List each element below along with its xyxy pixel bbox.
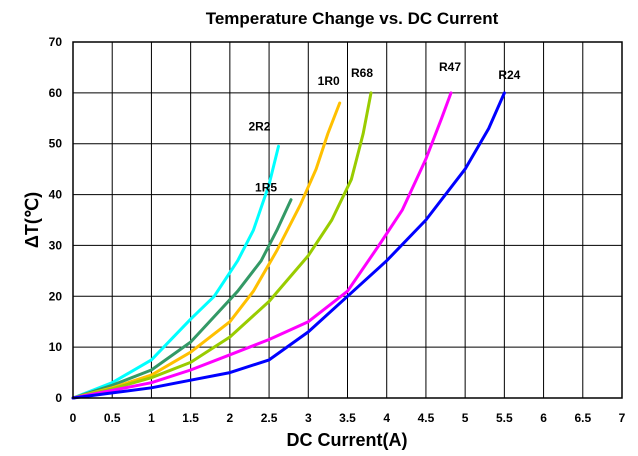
x-tick-label: 6.5 xyxy=(574,411,591,425)
y-tick-label: 50 xyxy=(49,137,63,151)
y-tick-labels: 0 10 20 30 40 50 60 70 xyxy=(49,35,63,405)
plot-border xyxy=(72,41,623,399)
series-line-r68 xyxy=(71,91,373,400)
series-label-1r5: 1R5 xyxy=(255,181,277,195)
series-line-r24 xyxy=(71,91,506,400)
x-tick-label: 0.5 xyxy=(104,411,121,425)
x-tick-label: 5 xyxy=(462,411,469,425)
chart-title: Temperature Change vs. DC Current xyxy=(206,9,499,28)
x-tick-label: 4.5 xyxy=(418,411,435,425)
y-tick-label: 70 xyxy=(49,35,63,49)
x-tick-label: 4 xyxy=(383,411,390,425)
y-tick-label: 60 xyxy=(49,86,63,100)
series-line-2r2 xyxy=(71,144,280,400)
x-tick-label: 3 xyxy=(305,411,312,425)
x-axis-title: DC Current(A) xyxy=(287,430,408,450)
x-tick-label: 2 xyxy=(227,411,234,425)
series-line-1r5 xyxy=(71,198,293,400)
x-tick-label: 2.5 xyxy=(261,411,278,425)
x-tick-labels: 0 0.5 1 1.5 2 2.5 3 3.5 4 4.5 5 5.5 6 6.5 7 xyxy=(70,411,626,425)
series-label-r47: R47 xyxy=(439,60,461,74)
series-label-r24: R24 xyxy=(498,68,520,82)
y-tick-label: 20 xyxy=(49,289,63,303)
y-axis-title: ΔT(℃) xyxy=(22,192,42,248)
x-tick-label: 7 xyxy=(619,411,626,425)
x-tick-label: 1 xyxy=(148,411,155,425)
x-tick-label: 6 xyxy=(540,411,547,425)
y-tick-label: 40 xyxy=(49,188,63,202)
series-line-r47 xyxy=(71,91,453,400)
series-label-r68: R68 xyxy=(351,66,373,80)
y-tick-label: 30 xyxy=(49,238,63,252)
series-label-2r2: 2R2 xyxy=(248,119,270,133)
series-labels: 2R2 1R5 1R0 R68 R47 R24 xyxy=(248,60,520,195)
series-label-1r0: 1R0 xyxy=(318,74,340,88)
x-tick-label: 3.5 xyxy=(339,411,356,425)
series-lines xyxy=(71,91,506,400)
y-tick-label: 10 xyxy=(49,340,63,354)
series-line-1r0 xyxy=(71,101,342,400)
x-tick-label: 5.5 xyxy=(496,411,513,425)
y-tick-label: 0 xyxy=(55,391,62,405)
x-tick-label: 1.5 xyxy=(182,411,199,425)
x-tick-label: 0 xyxy=(70,411,77,425)
